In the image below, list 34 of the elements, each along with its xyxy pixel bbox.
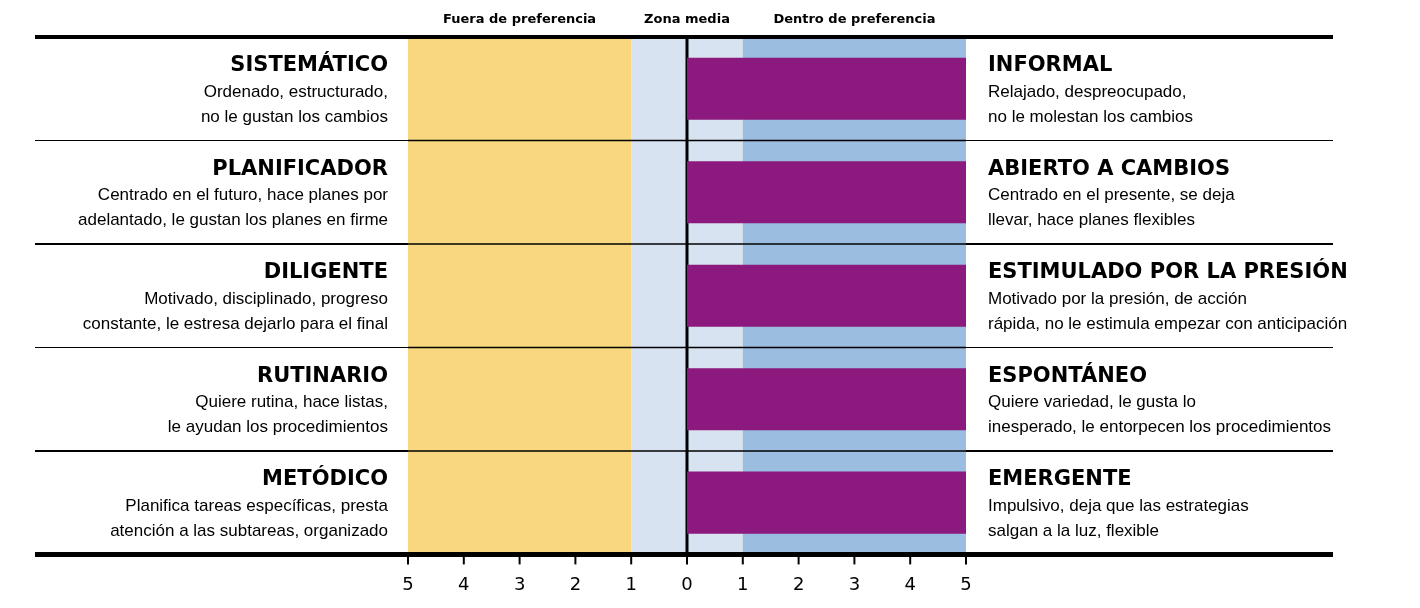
text: Quiere variedad, le gusta lo inesperado, le entorpecen los procedimientos [988, 392, 1332, 437]
x-tick-label: 4 [904, 572, 916, 594]
text: ESTIMULADO POR LA PRESIÓN [988, 258, 1348, 284]
y-tick-label: PLANIFICADOR [212, 155, 388, 180]
x-tick-label: 0 [681, 572, 693, 594]
text: Impulsivo, deja que las estrategias salgan a la luz, flexible [988, 495, 1249, 540]
text: Motivado, disciplinado, progreso constante, le estresa dejarlo para el final [82, 288, 388, 333]
x-tick-label: 5 [402, 572, 414, 594]
band-label: Zona media [644, 11, 730, 27]
text: Relajado, despreocupado, no le molestan los cambios [988, 81, 1194, 126]
text: Motivado por la presión, de acción rápida, no le estimula empezar con anticipación [988, 288, 1348, 333]
band-label: Fuera de preferencia [443, 11, 597, 27]
text: Planifica tareas específicas, presta atención a las subtareas, organizado [110, 495, 389, 540]
x-tick-label: 2 [569, 572, 582, 594]
y-tick-label: DILIGENTE [263, 259, 388, 284]
x-tick-label: 2 [792, 572, 805, 594]
text: Ordenado, estructurado, no le gustan los cambios [200, 81, 388, 126]
x-tick-label: 5 [960, 572, 972, 594]
text: ABIERTO A CAMBIOS [988, 155, 1231, 180]
text: INFORMAL [988, 52, 1113, 77]
text: Quiere rutina, hace listas, le ayudan los procedimientos [167, 392, 388, 437]
x-tick-label: 4 [458, 572, 470, 594]
y-tick-label: RUTINARIO [256, 362, 388, 387]
text: ESPONTÁNEO [988, 361, 1148, 387]
text: EMERGENTE [988, 466, 1132, 491]
y-tick-label: SISTEMÁTICO [230, 51, 388, 77]
text: Centrado en el presente, se deja llevar, hace planes flexibles [988, 185, 1236, 230]
band-label: Dentro de preferencia [773, 11, 936, 27]
x-tick-label: 1 [625, 572, 637, 594]
y-tick-label: METÓDICO [262, 465, 388, 491]
x-tick-label: 3 [848, 572, 861, 594]
x-tick-label: 1 [737, 572, 749, 594]
text: Centrado en el futuro, hace planes por adelantado, le gustan los planes en firme [78, 185, 389, 230]
x-tick-label: 3 [513, 572, 526, 594]
